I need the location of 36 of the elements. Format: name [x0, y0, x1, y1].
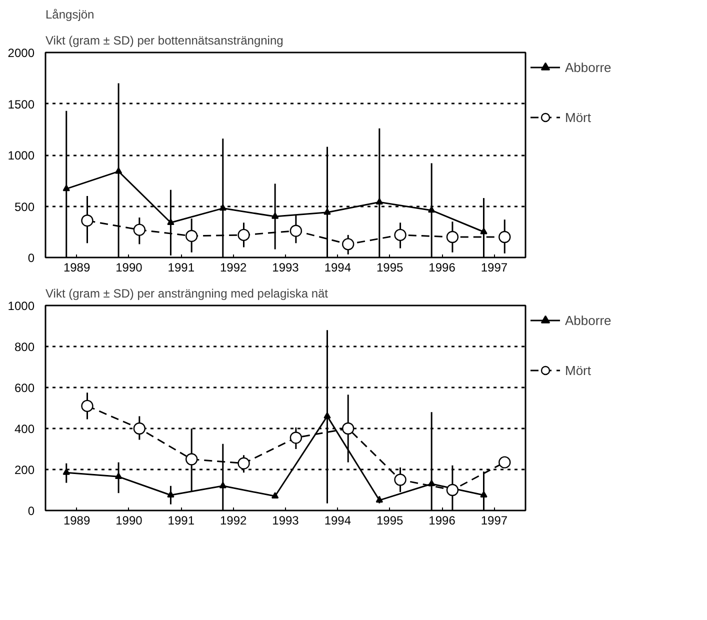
legend-label: Abborre [565, 312, 612, 328]
legend-label: Abborre [565, 60, 612, 74]
x-tick-label: 1992 [220, 514, 247, 528]
x-tick-label: 1993 [272, 260, 300, 274]
y-tick-label: 1000 [8, 148, 35, 162]
x-tick-label: 1990 [116, 260, 143, 274]
x-tick-label: 1995 [376, 514, 404, 528]
x-tick-label: 1991 [168, 260, 195, 274]
y-tick-label: 600 [14, 381, 35, 395]
x-tick-label: 1997 [480, 514, 508, 528]
y-tick-label: 500 [14, 200, 35, 214]
x-tick-label: 1995 [376, 260, 404, 274]
x-tick-label: 1993 [272, 514, 300, 528]
x-tick-label: 1996 [428, 260, 456, 274]
y-tick-label: 400 [14, 422, 35, 436]
y-tick-label: 0 [28, 504, 35, 518]
chart-title: Långsjön [46, 8, 94, 22]
y-tick-label: 800 [14, 340, 35, 354]
chart-title: Vikt (gram ± SD) per ansträngning med pelagiska nät [46, 286, 329, 300]
x-tick-label: 1994 [324, 514, 352, 528]
x-tick-label: 1994 [324, 260, 352, 274]
x-tick-label: 1989 [63, 514, 90, 528]
x-tick-label: 1991 [168, 514, 195, 528]
y-tick-label: 200 [14, 463, 35, 477]
chart-subtitle: Vikt (gram ± SD) per bottennätsansträngning [46, 34, 284, 48]
x-tick-label: 1992 [220, 260, 247, 274]
y-tick-label: 1000 [8, 299, 35, 313]
x-tick-label: 1996 [428, 514, 456, 528]
legend-label: Mört [565, 110, 591, 124]
x-tick-label: 1990 [116, 514, 143, 528]
y-tick-label: 0 [28, 251, 35, 265]
legend-label: Mört [565, 362, 591, 378]
y-tick-label: 1500 [8, 97, 35, 112]
x-tick-label: 1989 [63, 260, 90, 274]
y-tick-label: 2000 [8, 46, 35, 60]
x-tick-label: 1997 [480, 260, 508, 274]
